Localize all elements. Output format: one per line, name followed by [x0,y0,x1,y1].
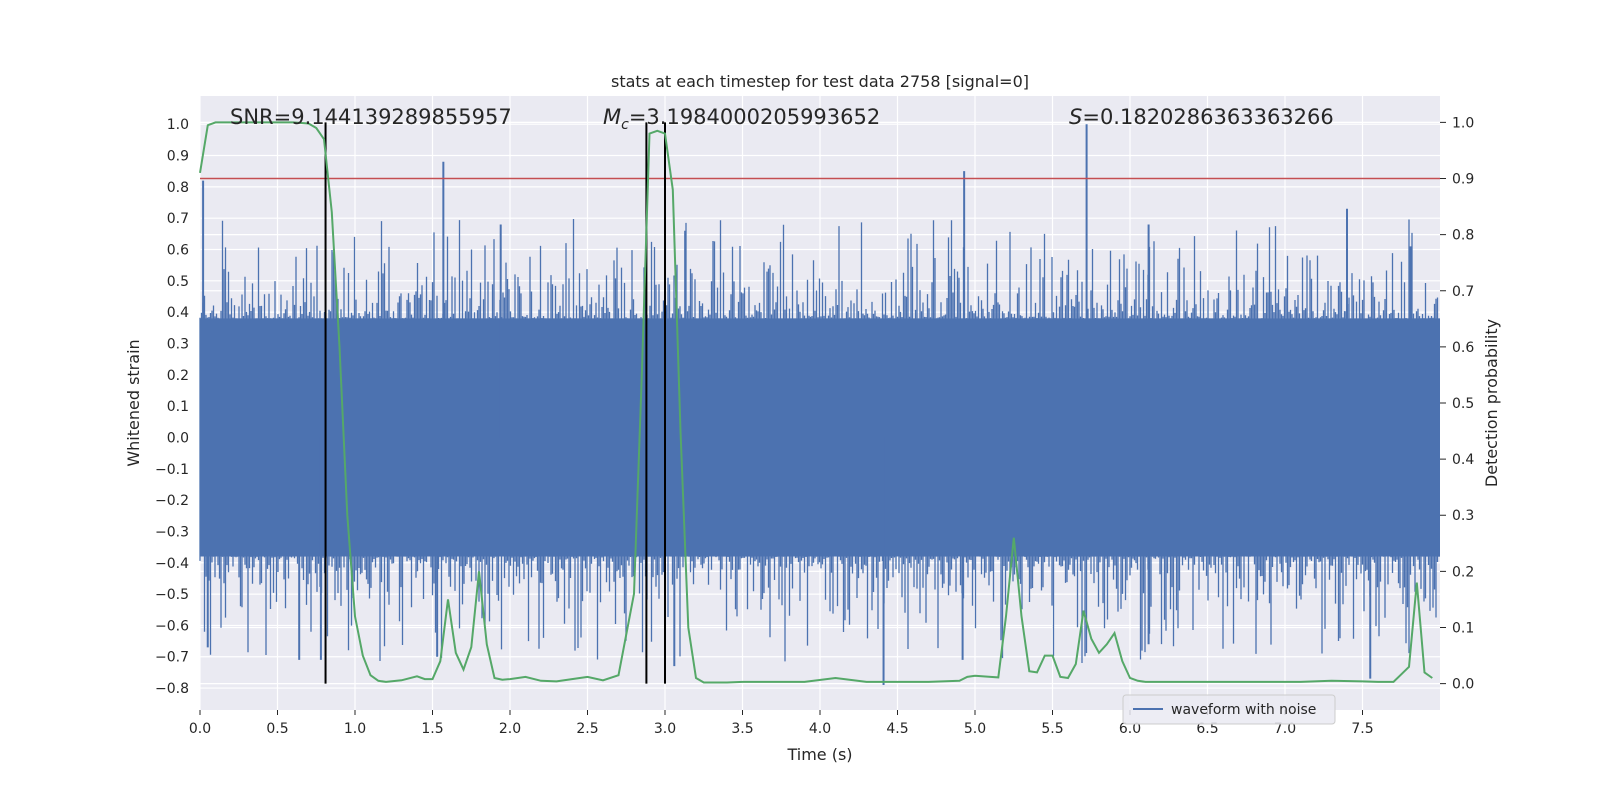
y-right-tick-label: 1.0 [1452,115,1474,131]
y-left-tick-label: 0.8 [167,180,189,196]
x-tick-label: 7.0 [1274,721,1296,737]
chirp-mass-symbol: M [603,105,621,129]
y-left-tick-label: −0.5 [155,587,189,603]
legend-box [1122,694,1336,725]
y-right-tick-label: 0.9 [1452,172,1474,188]
y-right-tick-label: 0.7 [1452,284,1474,300]
y-right-tick-label: 0.5 [1452,396,1474,412]
y-right-tick-label: 0.6 [1452,340,1474,356]
chirp-mass-annotation: Mc=3.1984000205993652 [603,105,880,133]
y-left-tick-label: 0.4 [167,305,189,321]
x-tick-label: 7.5 [1351,721,1373,737]
x-tick-label: 3.0 [654,721,676,737]
probability-series [199,121,1433,684]
y-left-tick-label: 0.2 [167,368,189,384]
y-left-tick-label: −0.1 [155,462,189,478]
x-tick-label: 1.5 [421,721,443,737]
x-tick-label: 6.0 [1119,721,1141,737]
y-left-tick-label: −0.7 [155,650,189,666]
y-left-tick-label: 0.7 [167,211,189,227]
y-left-tick-label: −0.3 [155,524,189,540]
x-tick-label: 5.0 [964,721,986,737]
x-tick-label: 4.0 [809,721,831,737]
y-left-axis-label: Whitened strain [124,339,143,466]
x-tick-label: 2.0 [499,721,521,737]
y-right-axis-ticks: 1.0 0.9 0.8 0.7 0.6 0.5 0.4 0.3 0.2 0.1 0.0 [1440,115,1474,693]
y-right-tick-label: 0.1 [1452,620,1474,636]
y-right-tick-label: 0.0 [1452,677,1474,693]
chart-title: stats at each timestep for test data 275… [611,72,1029,91]
x-tick-label: 6.5 [1196,721,1218,737]
y-left-tick-label: 1.0 [167,117,189,133]
y-left-tick-label: 0.9 [167,149,189,165]
y-right-tick-label: 0.4 [1452,452,1474,468]
x-tick-label: 5.5 [1041,721,1063,737]
y-left-tick-label: 0.0 [167,430,189,446]
waveform-series [199,124,1440,685]
chirp-mass-value: =3.1984000205993652 [629,105,880,129]
y-left-tick-label: 0.1 [167,399,189,415]
x-tick-label: 2.5 [576,721,598,737]
x-tick-label: 0.5 [266,721,288,737]
x-tick-label: 3.5 [731,721,753,737]
x-tick-label: 4.5 [886,721,908,737]
y-right-tick-label: 0.2 [1452,564,1474,580]
y-left-tick-label: −0.8 [155,681,189,697]
s-symbol: S [1069,105,1082,129]
y-right-axis-label: Detection probability [1482,319,1501,487]
y-left-tick-label: 0.6 [167,243,189,259]
s-value: =0.1820286363363266 [1082,105,1333,129]
y-right-tick-label: 0.3 [1452,508,1474,524]
legend: waveform with noise [1122,694,1336,725]
y-left-tick-label: −0.2 [155,493,189,509]
y-left-tick-label: −0.4 [155,556,189,572]
x-axis-label: Time (s) [786,745,852,764]
y-left-tick-label: −0.6 [155,618,189,634]
x-tick-label: 1.0 [344,721,366,737]
legend-waveform-label: waveform with noise [1171,702,1316,718]
y-left-tick-label: 0.5 [167,274,189,290]
y-left-tick-label: 0.3 [167,336,189,352]
y-right-tick-label: 0.8 [1452,228,1474,244]
chirp-mass-subscript: c [621,117,629,133]
x-tick-label: 0.0 [189,721,211,737]
s-annotation: S=0.1820286363363266 [1069,105,1334,129]
probability-line [199,121,1433,684]
y-left-axis-ticks: 1.0 0.9 0.8 0.7 0.6 0.5 0.4 0.3 0.2 0.1 0.0 −0.1 −0.… [155,117,189,697]
snr-annotation: SNR=9.144139289855957 [230,105,512,129]
waveform-trace [199,219,1440,663]
